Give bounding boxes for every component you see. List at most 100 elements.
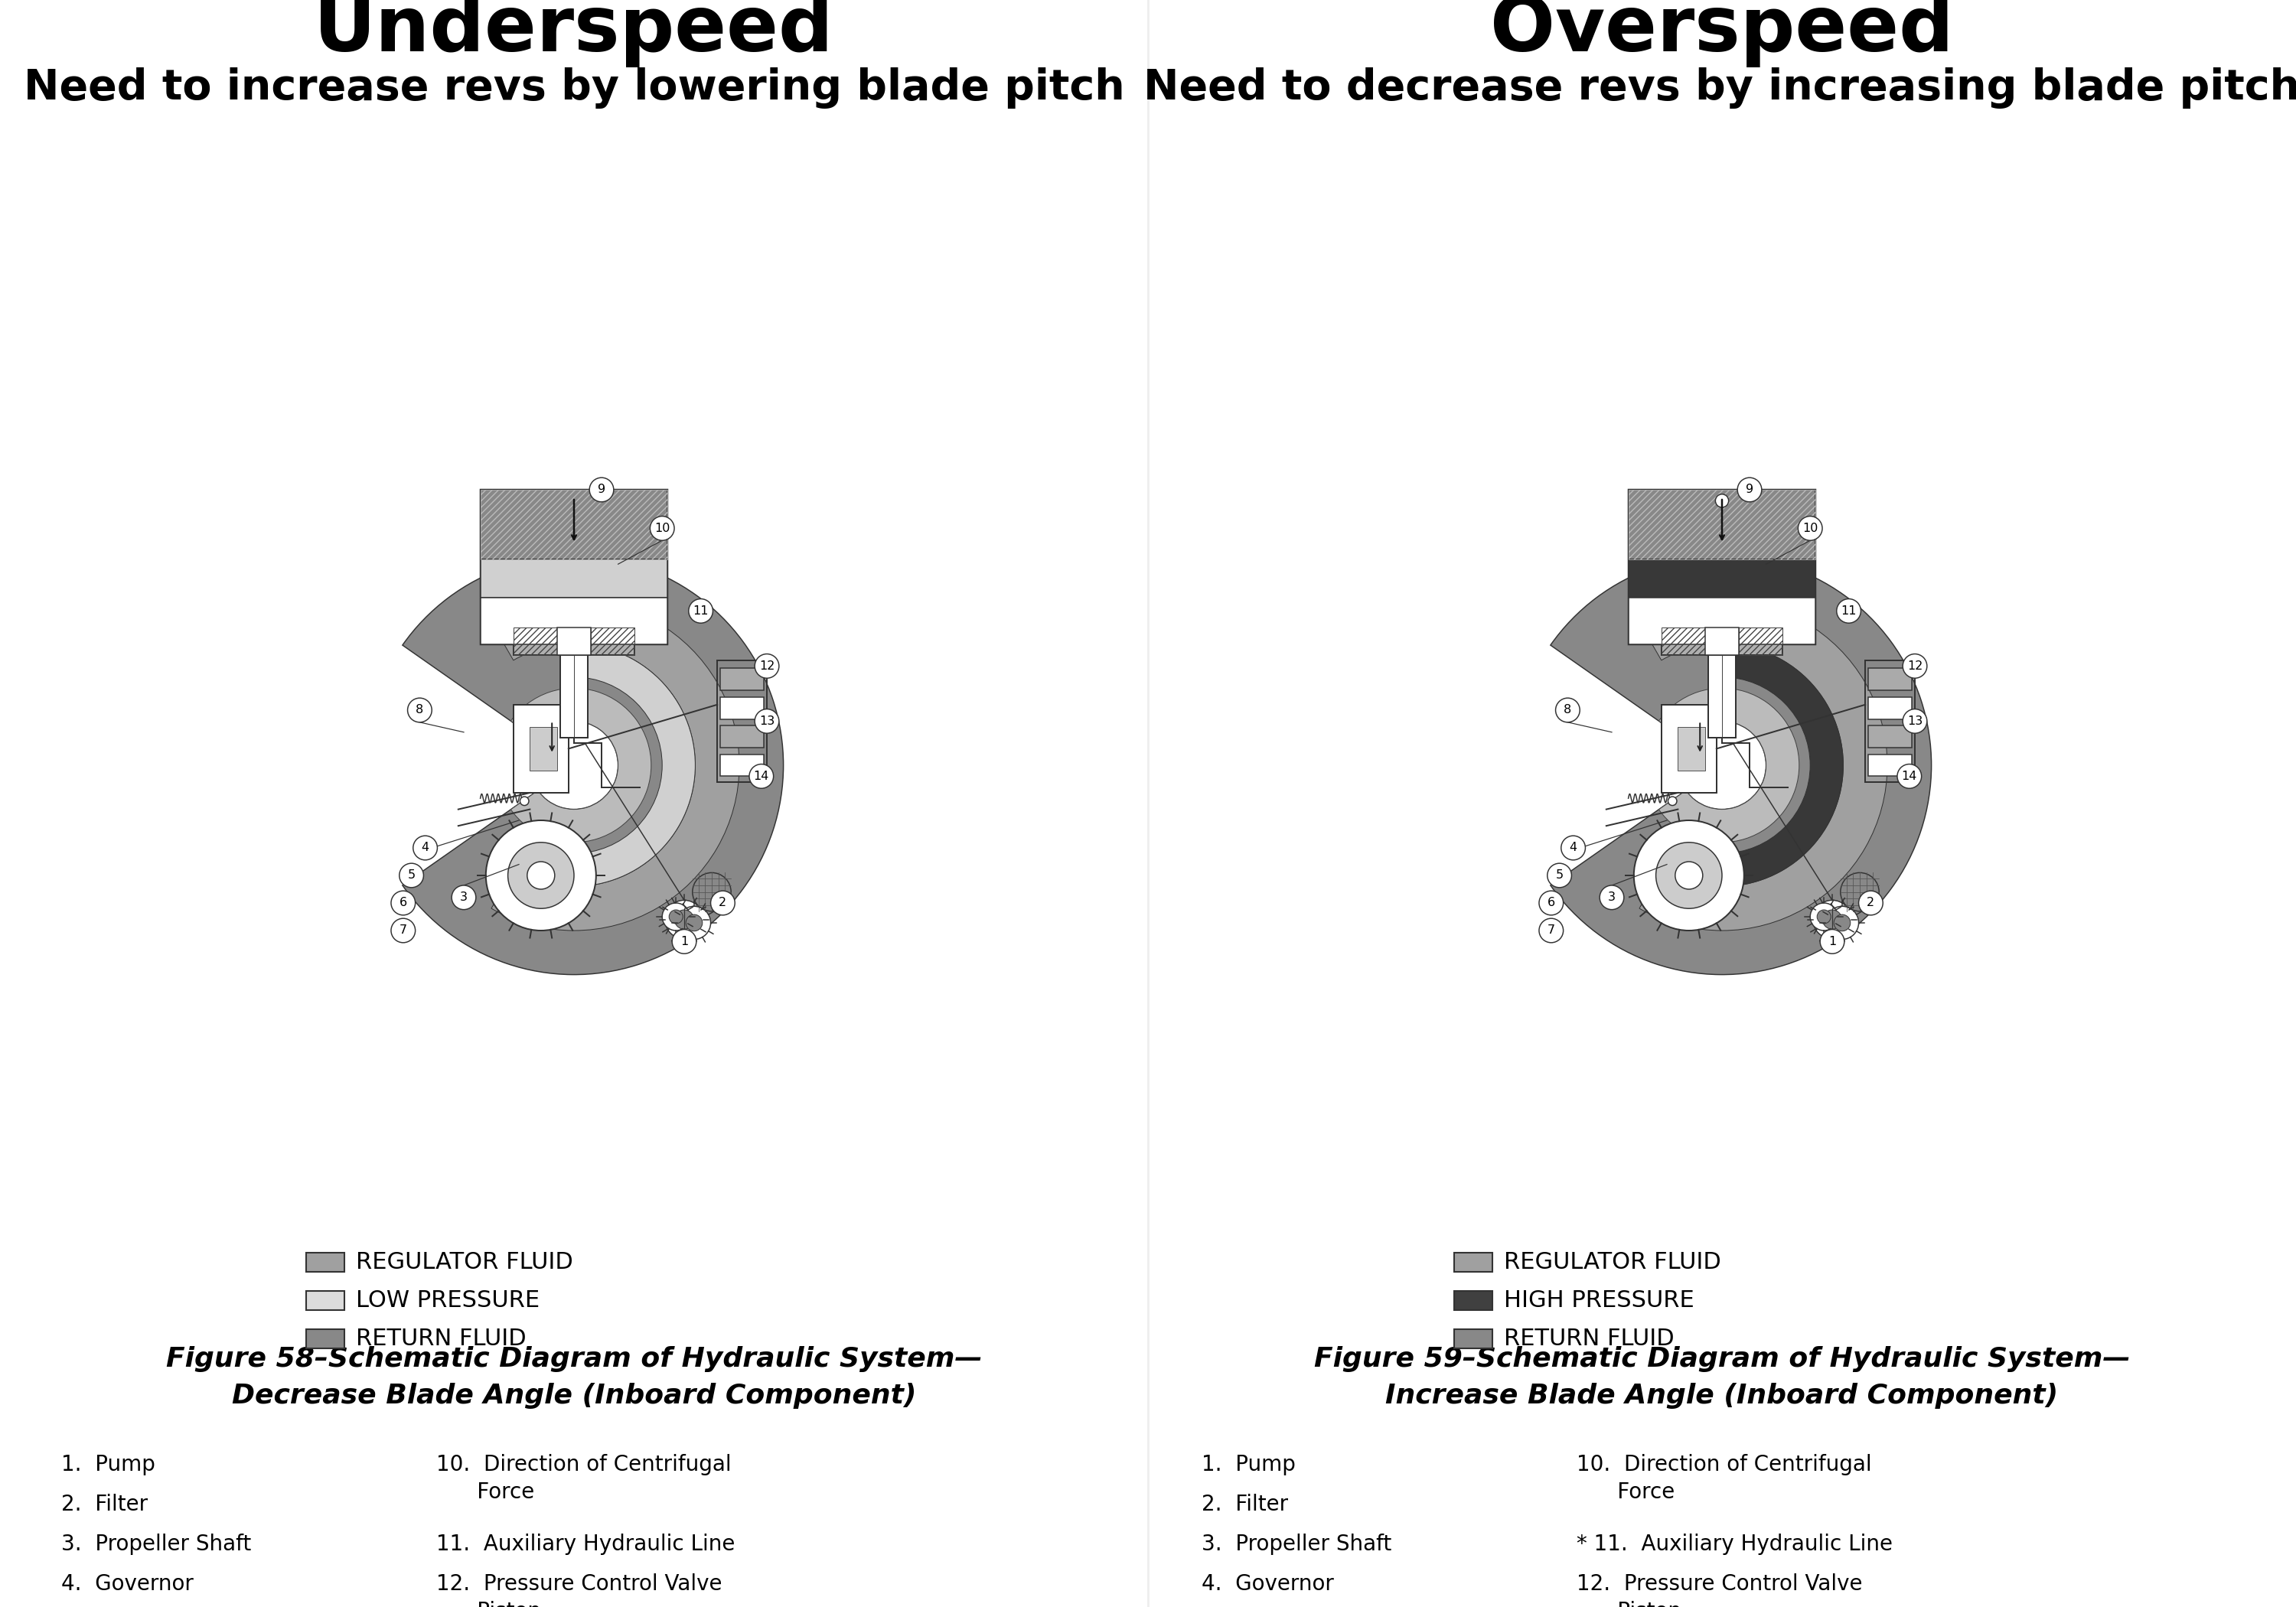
Bar bbox=[1662, 627, 1782, 656]
Wedge shape bbox=[491, 599, 739, 930]
Bar bbox=[514, 627, 558, 656]
Bar bbox=[1869, 669, 1913, 691]
Circle shape bbox=[1538, 890, 1564, 914]
Circle shape bbox=[687, 914, 703, 930]
Text: 13: 13 bbox=[1908, 715, 1922, 726]
Text: 7: 7 bbox=[400, 924, 406, 937]
Text: 4.  Governor: 4. Governor bbox=[62, 1573, 193, 1594]
Text: 7: 7 bbox=[1548, 924, 1554, 937]
Text: LOW PRESSURE: LOW PRESSURE bbox=[356, 1289, 540, 1311]
Circle shape bbox=[1715, 495, 1729, 508]
Circle shape bbox=[1635, 820, 1745, 930]
Text: 6: 6 bbox=[400, 897, 406, 908]
Text: REGULATOR FLUID: REGULATOR FLUID bbox=[1504, 1250, 1722, 1273]
Circle shape bbox=[1860, 890, 1883, 914]
Circle shape bbox=[650, 516, 675, 540]
Circle shape bbox=[528, 861, 556, 889]
Bar bbox=[1453, 1290, 1492, 1310]
Text: 10: 10 bbox=[654, 522, 670, 534]
Bar bbox=[1869, 697, 1913, 718]
Text: 12: 12 bbox=[1908, 660, 1922, 672]
Text: 1.  Pump: 1. Pump bbox=[1201, 1454, 1295, 1475]
Circle shape bbox=[1809, 903, 1837, 930]
Circle shape bbox=[1841, 873, 1878, 911]
Circle shape bbox=[689, 599, 712, 624]
Text: 9: 9 bbox=[597, 484, 606, 495]
Text: 11: 11 bbox=[693, 606, 709, 617]
Circle shape bbox=[661, 903, 689, 930]
Circle shape bbox=[1896, 765, 1922, 789]
Circle shape bbox=[677, 906, 712, 940]
Bar bbox=[1628, 598, 1816, 644]
Bar bbox=[1869, 726, 1913, 747]
Bar bbox=[1628, 490, 1816, 559]
Bar bbox=[305, 1253, 344, 1271]
Circle shape bbox=[487, 820, 597, 930]
Bar bbox=[480, 559, 668, 598]
Circle shape bbox=[755, 709, 778, 733]
Wedge shape bbox=[1722, 644, 1844, 887]
Circle shape bbox=[1903, 654, 1926, 678]
Circle shape bbox=[409, 697, 432, 722]
Text: HIGH PRESSURE: HIGH PRESSURE bbox=[1504, 1289, 1694, 1311]
Bar bbox=[480, 598, 668, 644]
Text: 1.  Pump: 1. Pump bbox=[62, 1454, 156, 1475]
Bar bbox=[1738, 627, 1782, 656]
Circle shape bbox=[1903, 709, 1926, 733]
Wedge shape bbox=[1658, 688, 1800, 842]
Bar bbox=[721, 754, 765, 776]
Text: 14: 14 bbox=[753, 770, 769, 783]
Text: REGULATOR FLUID: REGULATOR FLUID bbox=[356, 1250, 574, 1273]
Bar bbox=[1678, 726, 1706, 771]
Text: 11.  Auxiliary Hydraulic Line: 11. Auxiliary Hydraulic Line bbox=[436, 1533, 735, 1556]
Wedge shape bbox=[1639, 599, 1887, 930]
Text: 4: 4 bbox=[1570, 842, 1577, 853]
Text: 3: 3 bbox=[459, 892, 468, 903]
Bar bbox=[480, 490, 668, 644]
Text: 5: 5 bbox=[409, 869, 416, 881]
Bar bbox=[514, 627, 634, 656]
Bar bbox=[560, 627, 588, 738]
Wedge shape bbox=[574, 644, 696, 887]
Circle shape bbox=[519, 797, 528, 805]
Bar bbox=[721, 697, 765, 718]
Bar bbox=[514, 704, 569, 792]
Circle shape bbox=[507, 842, 574, 908]
Text: 1: 1 bbox=[680, 935, 689, 947]
Circle shape bbox=[1825, 906, 1860, 940]
Bar bbox=[305, 1290, 344, 1310]
Bar bbox=[716, 660, 767, 781]
Bar bbox=[1453, 1253, 1492, 1271]
Circle shape bbox=[1548, 863, 1570, 887]
Circle shape bbox=[1667, 797, 1676, 805]
Wedge shape bbox=[1550, 556, 1931, 974]
Bar bbox=[558, 627, 590, 656]
Text: 13: 13 bbox=[760, 715, 774, 726]
Circle shape bbox=[1835, 914, 1851, 930]
Circle shape bbox=[712, 890, 735, 914]
Text: 2.  Filter: 2. Filter bbox=[62, 1495, 147, 1515]
Circle shape bbox=[1738, 477, 1761, 501]
Text: 2: 2 bbox=[1867, 897, 1874, 908]
Bar bbox=[721, 669, 765, 691]
Wedge shape bbox=[402, 556, 783, 974]
Circle shape bbox=[1814, 900, 1851, 938]
Text: 9: 9 bbox=[1745, 484, 1754, 495]
Text: 5: 5 bbox=[1557, 869, 1564, 881]
Circle shape bbox=[755, 654, 778, 678]
Text: 3.  Propeller Shaft: 3. Propeller Shaft bbox=[1201, 1533, 1391, 1556]
Text: Figure 59–Schematic Diagram of Hydraulic System—
Increase Blade Angle (Inboard C: Figure 59–Schematic Diagram of Hydraulic… bbox=[1313, 1347, 2131, 1409]
Circle shape bbox=[1655, 842, 1722, 908]
Circle shape bbox=[1837, 599, 1860, 624]
Circle shape bbox=[1676, 861, 1704, 889]
Circle shape bbox=[1561, 836, 1584, 860]
Bar bbox=[530, 726, 558, 771]
Circle shape bbox=[675, 910, 693, 929]
Wedge shape bbox=[510, 688, 652, 842]
Text: 8: 8 bbox=[416, 704, 425, 715]
Bar bbox=[1706, 627, 1738, 656]
Text: 14: 14 bbox=[1901, 770, 1917, 783]
Bar bbox=[590, 627, 634, 656]
Bar bbox=[1662, 627, 1706, 656]
Text: Overspeed: Overspeed bbox=[1490, 0, 1954, 67]
